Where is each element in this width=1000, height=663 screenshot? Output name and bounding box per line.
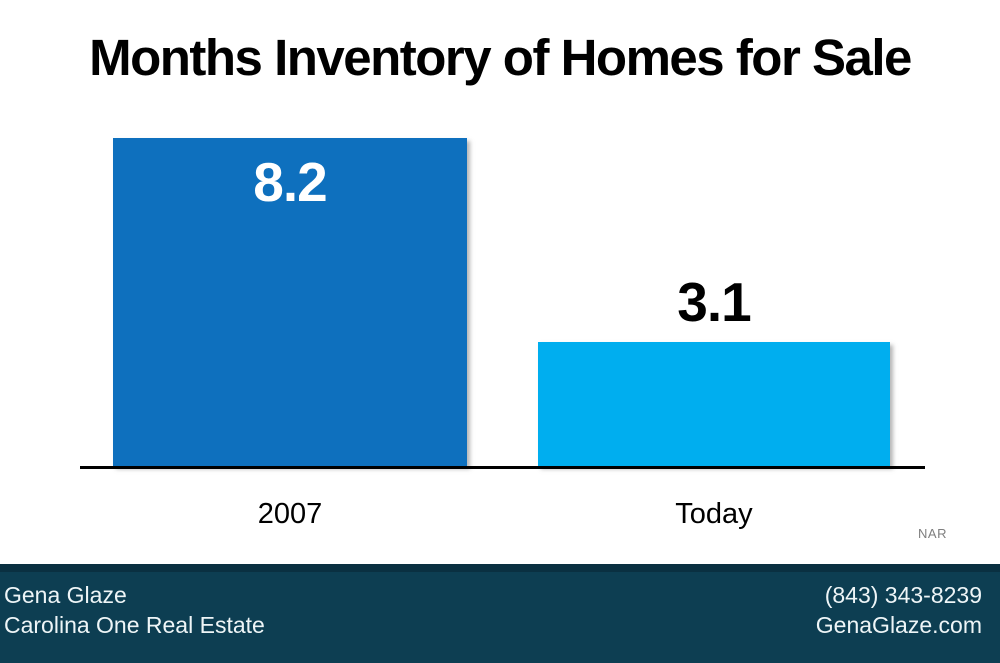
contact-footer: Gena Glaze Carolina One Real Estate (843… [0,564,1000,663]
category-label-2007: 2007 [257,498,323,530]
bar-today-value-label: 3.1 [677,271,751,333]
footer-right-block: (843) 343-8239 GenaGlaze.com [816,580,982,663]
bar-2007-value-label: 8.2 [253,151,327,213]
company-name: Carolina One Real Estate [4,612,265,638]
website-url: GenaGlaze.com [815,612,982,638]
bar-2007: 8.2 [113,138,467,466]
phone-number: (843) 343-8239 [824,582,982,608]
source-note: NAR [918,526,947,541]
category-label-today: Today [675,498,753,530]
bar-today: 3.1 [538,271,890,466]
agent-name: Gena Glaze [4,582,127,608]
x-axis-line [80,466,925,469]
footer-left-block: Gena Glaze Carolina One Real Estate [4,580,265,663]
chart-title: Months Inventory of Homes for Sale [89,29,912,86]
